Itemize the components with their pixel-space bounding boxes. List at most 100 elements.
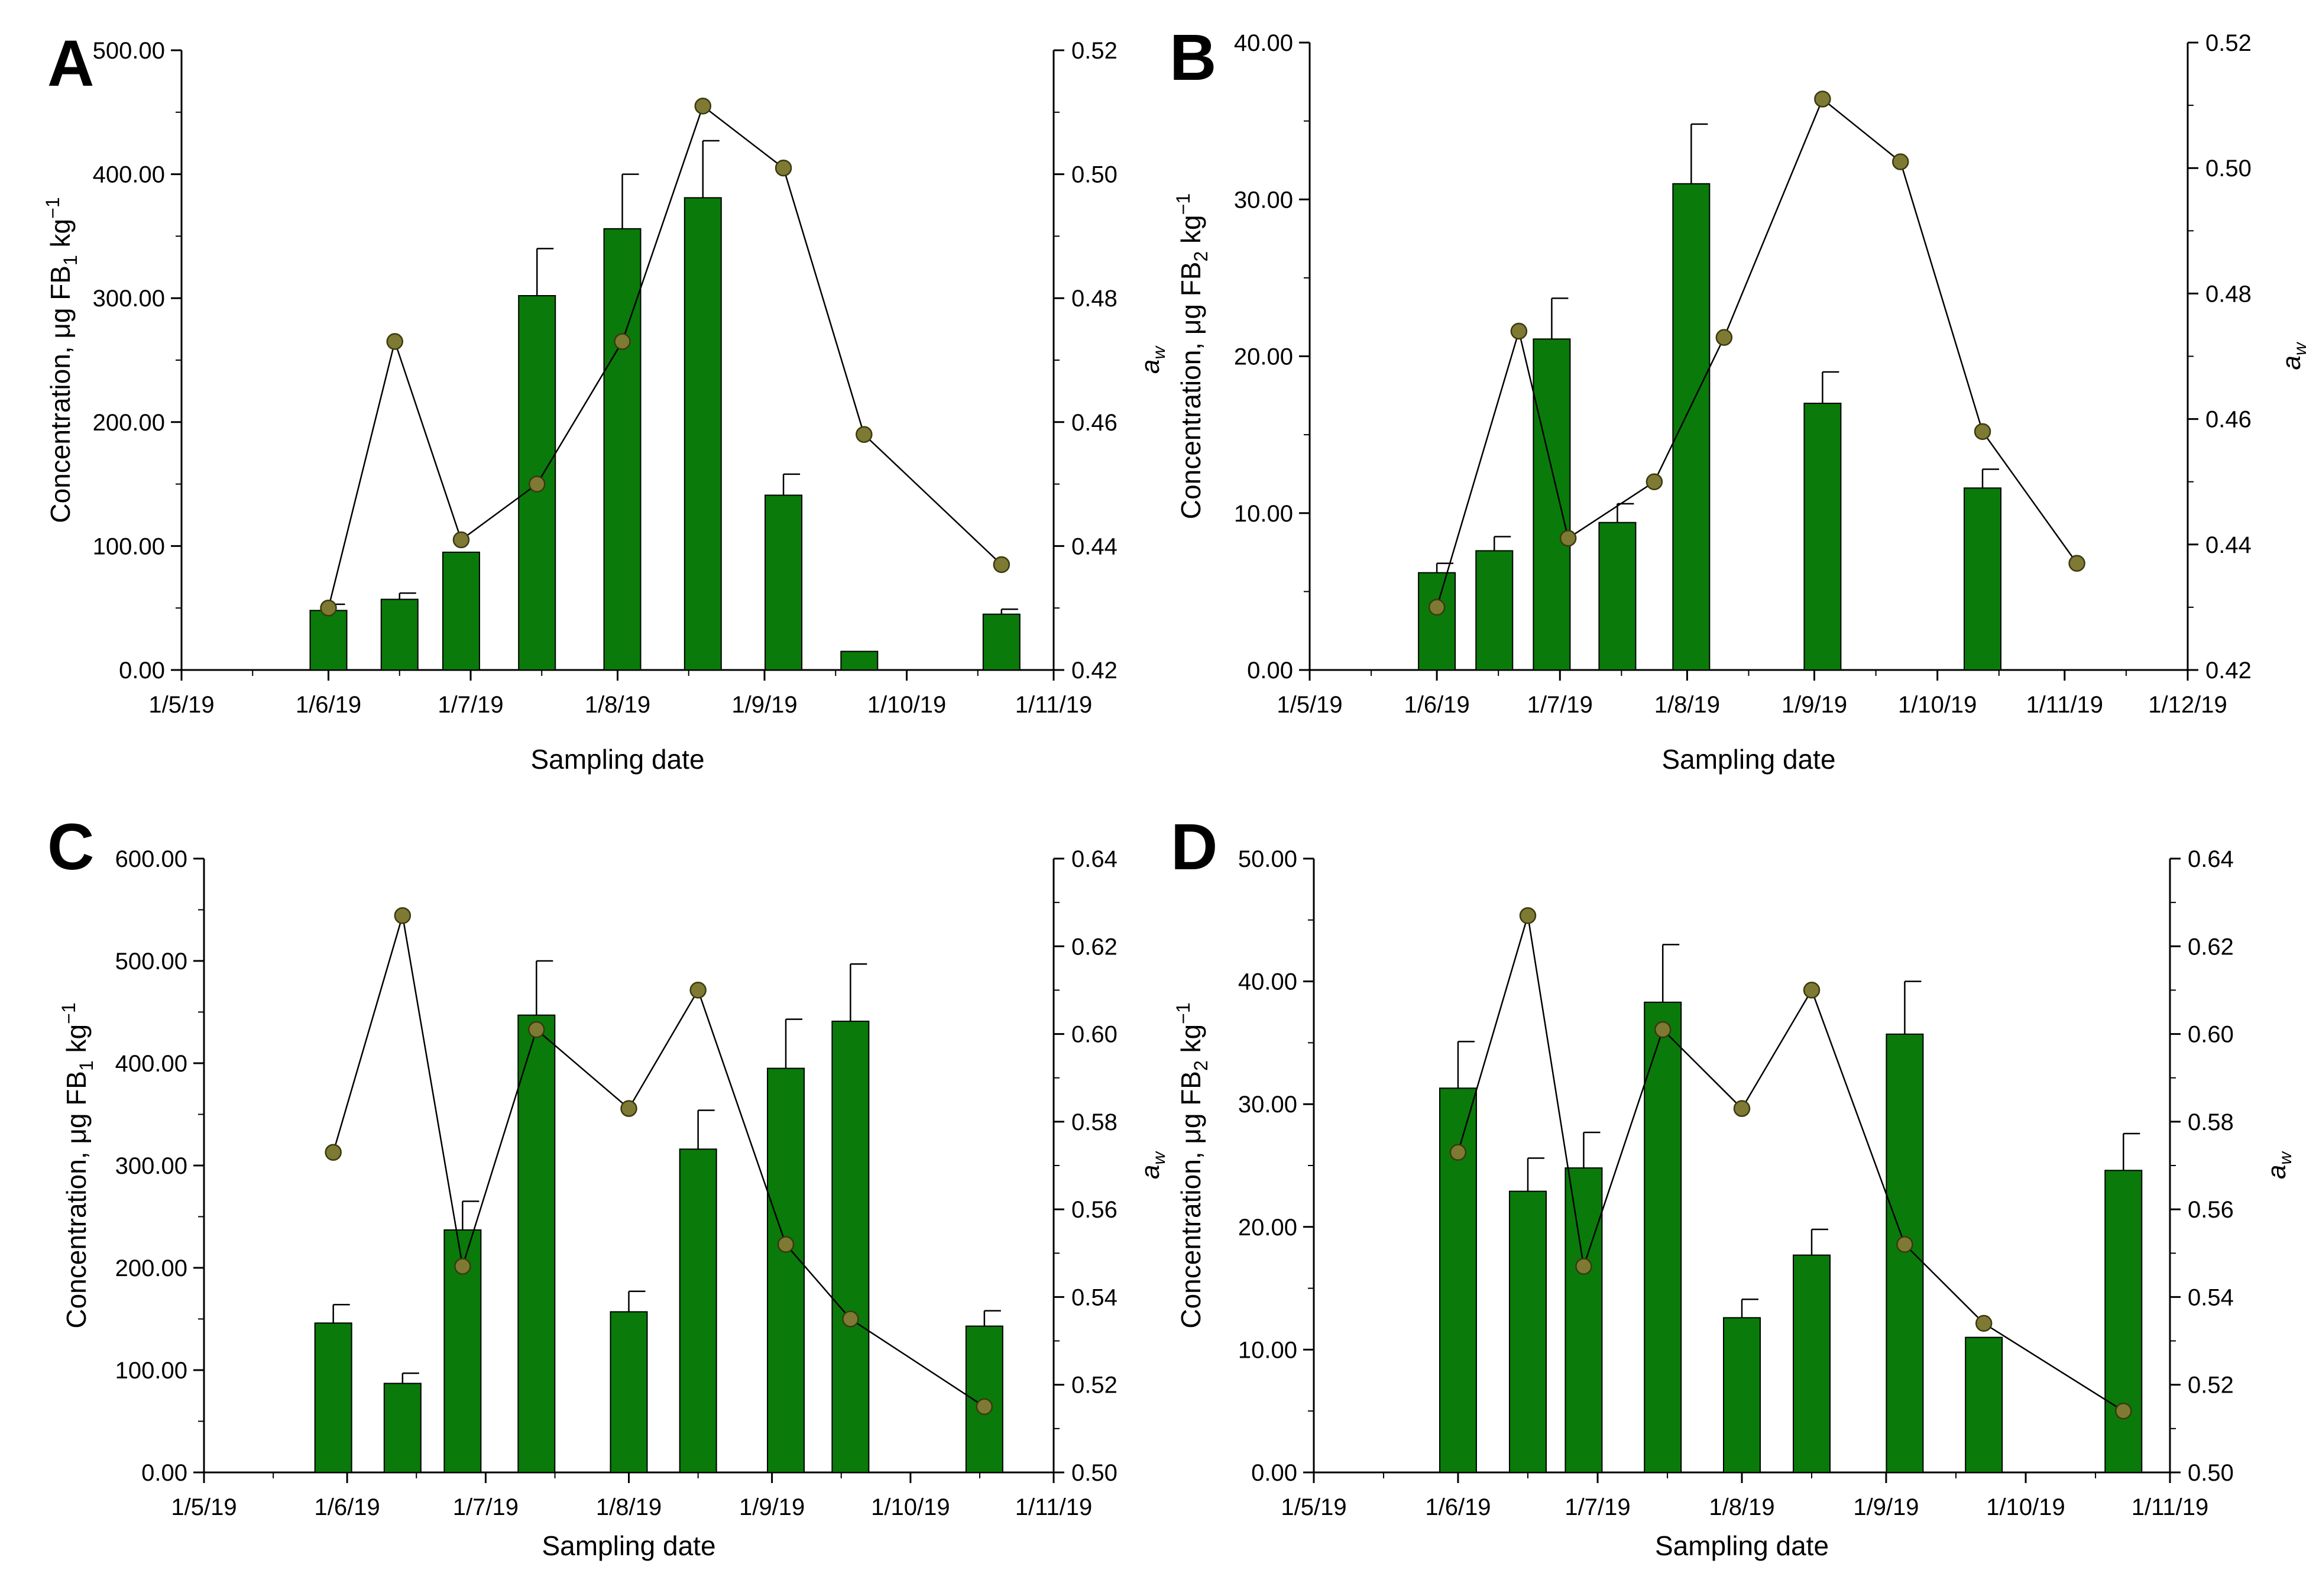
bar	[1564, 1167, 1603, 1473]
bar	[1965, 1336, 2003, 1473]
x-tick-label: 1/8/19	[1654, 692, 1720, 718]
aw-data-point	[1803, 982, 1821, 999]
aw-data-point	[1575, 1258, 1592, 1275]
y-left-tick-label: 20.00	[1234, 344, 1293, 370]
y-left-tick-label: 300.00	[115, 1153, 187, 1179]
y-left-tick-label: 300.00	[93, 286, 165, 312]
y-left-tick-label: 40.00	[1238, 969, 1297, 995]
y-left-label-unit: kg	[1175, 215, 1206, 251]
aw-data-point	[1892, 153, 1909, 170]
aw-data-point	[1449, 1144, 1467, 1161]
aw-data-point	[528, 475, 546, 493]
y-right-label-main: a	[2277, 355, 2306, 370]
aw-data-point	[386, 333, 403, 350]
x-tick-label: 1/8/19	[1709, 1494, 1774, 1520]
bar	[1475, 550, 1514, 671]
y-right-tick-label: 0.50	[2188, 1460, 2234, 1486]
y-right-tick-label: 0.50	[1071, 1460, 1117, 1486]
y-left-label-sup: −1	[42, 197, 63, 218]
x-tick-label: 1/6/19	[1404, 692, 1470, 718]
y-left-tick-label: 0.00	[141, 1460, 187, 1486]
y-right-label-sub: w	[1149, 345, 1169, 360]
aw-data-point	[614, 333, 631, 350]
bar	[1644, 1001, 1682, 1473]
bar	[1964, 487, 2002, 671]
bar	[1886, 1033, 1924, 1474]
y-left-label-unit: kg	[1175, 1024, 1206, 1060]
y-right-tick-label: 0.48	[2205, 281, 2252, 307]
aw-data-point	[1654, 1021, 1672, 1038]
y-left-label-main: Concentration, μg FB	[61, 1071, 92, 1329]
bar	[684, 197, 722, 671]
y-right-tick-label: 0.52	[2188, 1372, 2234, 1398]
aw-data-point	[1646, 473, 1663, 490]
y-right-label-sub: w	[2291, 341, 2310, 355]
y-left-tick-label: 0.00	[1247, 658, 1293, 684]
panel-letter: B	[1170, 21, 1216, 94]
aw-data-point	[1519, 907, 1537, 924]
aw-data-point	[1974, 423, 1991, 441]
aw-data-point	[777, 1236, 795, 1253]
y-right-axis-label: aw	[1136, 1151, 1169, 1179]
x-tick-label: 1/8/19	[585, 692, 650, 718]
bar	[610, 1311, 648, 1473]
y-right-label-main: a	[1136, 360, 1165, 374]
aw-data-point	[1715, 329, 1733, 346]
bar	[1803, 403, 1842, 671]
aw-data-point	[394, 907, 412, 924]
aw-data-point	[1814, 90, 1831, 108]
y-left-tick-label: 100.00	[93, 533, 165, 559]
y-right-tick-label: 0.54	[2188, 1284, 2234, 1310]
bar	[603, 228, 642, 671]
aw-data-point	[1896, 1236, 1913, 1253]
y-left-tick-label: 30.00	[1238, 1092, 1297, 1118]
aw-data-point	[2115, 1402, 2132, 1420]
aw-series-line	[332, 915, 985, 1407]
x-tick-label: 1/9/19	[1853, 1494, 1919, 1520]
y-right-label-sub: w	[2276, 1151, 2295, 1165]
y-left-label-sup: −1	[1172, 1002, 1194, 1024]
x-tick-label: 1/11/19	[2132, 1494, 2209, 1520]
y-right-tick-label: 0.46	[2205, 407, 2252, 433]
x-tick-label: 1/10/19	[1898, 692, 1977, 718]
y-left-tick-label: 50.00	[1238, 846, 1297, 872]
y-left-tick-label: 400.00	[115, 1051, 187, 1077]
bar	[982, 613, 1021, 671]
aw-data-point	[993, 556, 1010, 574]
y-right-tick-label: 0.50	[2205, 156, 2252, 182]
bar	[380, 598, 419, 671]
y-left-tick-label: 10.00	[1234, 501, 1293, 527]
aw-data-point	[454, 1258, 471, 1275]
y-left-axis-label: Concentration, μg FB2 kg−1	[1172, 1002, 1212, 1328]
panel-a: A 0.00 100.00 200.00 300.00 400.00 500.00 0.42 0…	[42, 27, 1169, 775]
x-tick-label: 1/11/19	[2026, 692, 2104, 718]
aw-data-point	[1733, 1100, 1751, 1117]
y-right-tick-label: 0.62	[2188, 934, 2234, 960]
aw-data-point	[689, 982, 707, 999]
y-right-label-main: a	[1136, 1165, 1165, 1179]
y-left-tick-label: 600.00	[115, 846, 187, 872]
y-left-tick-label: 20.00	[1238, 1215, 1297, 1241]
x-tick-label: 1/7/19	[438, 692, 503, 718]
y-right-tick-label: 0.46	[1071, 410, 1117, 436]
x-tick-label: 1/6/19	[296, 692, 361, 718]
y-right-tick-label: 0.62	[1071, 934, 1117, 960]
y-left-label-sub: 1	[76, 1060, 97, 1071]
aw-data-point	[528, 1021, 545, 1038]
aw-data-point	[620, 1100, 637, 1117]
y-left-tick-label: 200.00	[115, 1255, 187, 1281]
aw-series-line	[328, 105, 1002, 608]
x-tick-label: 1/6/19	[1425, 1494, 1491, 1520]
y-right-tick-label: 0.42	[2205, 658, 2252, 684]
bar	[314, 1322, 352, 1473]
bar	[1672, 183, 1711, 671]
x-tick-label: 1/5/19	[1277, 692, 1342, 718]
x-tick-label: 1/11/19	[1015, 1494, 1093, 1520]
x-axis-label: Sampling date	[530, 744, 704, 775]
y-right-tick-label: 0.44	[1071, 533, 1117, 559]
aw-data-point	[320, 599, 337, 617]
bar	[1418, 572, 1456, 671]
y-left-axis-label: Concentration, μg FB2 kg−1	[1172, 193, 1212, 519]
bar	[831, 1021, 870, 1473]
